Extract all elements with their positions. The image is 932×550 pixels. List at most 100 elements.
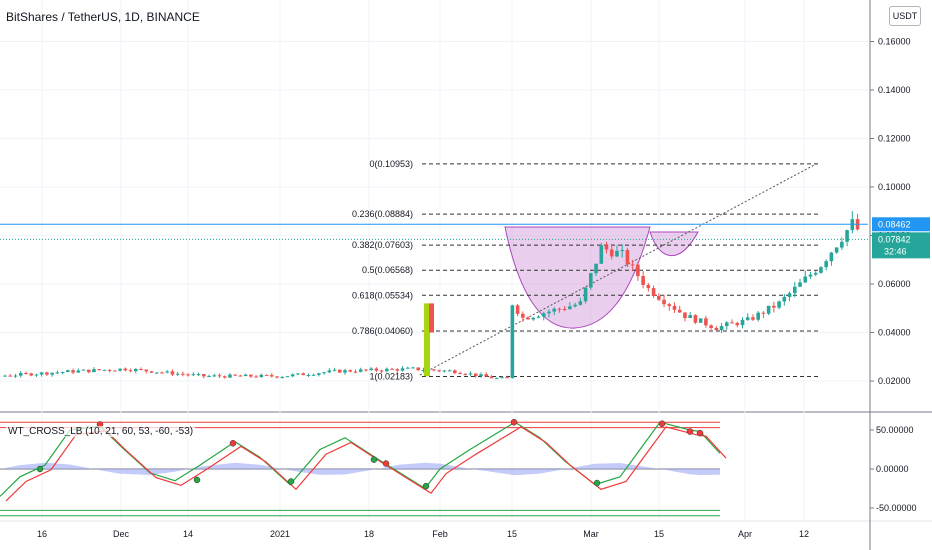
candle-body	[578, 301, 583, 305]
candle-body	[536, 316, 541, 318]
candle-body	[730, 322, 734, 324]
symbol-title: BitShares / TetherUS, 1D, BINANCE	[6, 10, 200, 24]
fib-level-label: 0(0.10953)	[369, 159, 413, 169]
candle-body	[18, 372, 23, 376]
candle-body	[484, 374, 489, 377]
current-price-label: 0.07842	[878, 234, 911, 244]
indicator-diff-area	[0, 462, 720, 476]
candle-body	[421, 370, 426, 372]
candle-body	[552, 308, 557, 312]
candle-body	[437, 370, 441, 372]
candle-body	[66, 370, 70, 373]
candle-body	[693, 315, 698, 323]
indicator-label[interactable]: WT_CROSS_LB (10, 21, 60, 53, -60, -53)	[6, 426, 196, 437]
candle-body	[285, 376, 290, 378]
price-tick-label: 0.02000	[878, 376, 911, 386]
candle-body	[429, 303, 434, 333]
price-tick-label: 0.12000	[878, 134, 911, 144]
candle-body	[463, 373, 468, 375]
candle-body	[521, 313, 525, 318]
candle-body	[557, 308, 562, 310]
candle-body	[824, 261, 828, 268]
candle-body	[599, 245, 604, 264]
cup-and-handle-drawing	[504, 226, 699, 329]
candle-body	[416, 367, 421, 371]
candle-body	[604, 245, 609, 250]
fib-level-label: 0.236(0.08884)	[352, 209, 413, 219]
price-tick-label: 0.16000	[878, 37, 911, 47]
candle-body	[322, 372, 326, 374]
candle-body	[442, 370, 447, 372]
candle-body	[766, 305, 771, 314]
candle-body	[432, 369, 436, 371]
candle-body	[547, 311, 551, 314]
cross-dot	[686, 428, 694, 435]
candle-body	[86, 369, 91, 373]
candle-body	[296, 373, 300, 375]
candle-body	[269, 375, 274, 377]
candle-body	[583, 287, 588, 302]
candle-body	[447, 370, 452, 372]
candle-body	[275, 376, 279, 378]
candle-body	[777, 301, 781, 308]
candle-body	[662, 299, 666, 305]
candle-body	[609, 249, 614, 257]
candle-body	[468, 373, 473, 375]
candle-body	[840, 241, 844, 248]
candle-body	[672, 305, 677, 310]
fib-level-label: 0.618(0.05534)	[352, 290, 413, 300]
price-tick-label: 0.04000	[878, 328, 911, 338]
candle-body	[144, 369, 149, 372]
candle-body	[725, 322, 729, 327]
indicator-tick-label: 0.00000	[876, 464, 909, 474]
cross-dot	[370, 456, 378, 463]
candle-body	[97, 369, 101, 371]
candle-body	[657, 296, 661, 300]
candle-body	[191, 374, 196, 376]
candle-body	[834, 247, 839, 253]
candle-body	[531, 317, 536, 320]
candle-body	[55, 372, 60, 374]
candle-body	[390, 368, 394, 370]
candle-body	[45, 372, 49, 375]
candle-body	[358, 369, 363, 372]
candle-body	[317, 373, 321, 375]
cross-dot	[229, 440, 237, 447]
candle-body	[505, 377, 509, 379]
candle-body	[453, 370, 457, 374]
candle-body	[594, 263, 598, 274]
price-tick-label: 0.14000	[878, 85, 911, 95]
candle-body	[819, 267, 823, 273]
time-tick-label: 14	[183, 529, 193, 539]
price-tick-label: 0.10000	[878, 182, 911, 192]
candle-body	[92, 369, 96, 373]
candle-body	[568, 306, 572, 310]
candle-body	[400, 368, 405, 371]
candle-body	[24, 372, 28, 374]
candle-body	[515, 305, 520, 314]
time-tick-label: 15	[654, 529, 664, 539]
candle-body	[510, 305, 515, 379]
candle-body	[740, 319, 745, 326]
fib-level-label: 0.786(0.04060)	[352, 326, 413, 336]
cross-dot	[696, 429, 704, 437]
candle-body	[526, 317, 530, 320]
candle-body	[562, 308, 567, 310]
time-axis: 16 Dec 14 2021 18 Feb 15 Mar 15 Apr 12	[37, 529, 809, 539]
time-tick-label: 2021	[270, 529, 290, 539]
candle-body	[212, 375, 217, 377]
candle-body	[489, 376, 494, 379]
currency-button[interactable]: USDT	[889, 6, 921, 26]
candle-body	[636, 264, 640, 277]
candle-body	[620, 250, 624, 252]
cross-dot	[658, 420, 666, 428]
cross-dot	[593, 479, 601, 487]
candle-body	[683, 312, 687, 319]
candle-body	[792, 286, 797, 294]
candle-body	[343, 370, 347, 373]
candle-body	[306, 374, 311, 376]
candle-body	[709, 325, 713, 329]
candle-body	[651, 288, 656, 297]
candles	[3, 211, 860, 380]
